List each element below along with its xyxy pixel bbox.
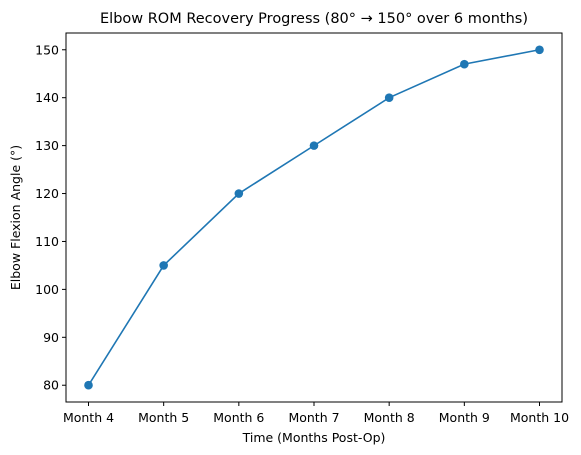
y-tick-label: 130 [35, 138, 59, 153]
x-tick-label: Month 9 [439, 410, 490, 425]
data-point [84, 380, 93, 390]
series-layer [84, 45, 544, 390]
y-tick-label: 140 [35, 90, 59, 105]
data-point [309, 141, 319, 150]
data-point [234, 189, 244, 198]
data-point [535, 45, 544, 55]
x-tick-label: Month 7 [288, 410, 339, 425]
x-tick-label: Month 6 [213, 410, 264, 425]
x-axis-label: Time (Months Post-Op) [242, 430, 386, 445]
y-axis-label: Elbow Flexion Angle (°) [8, 145, 23, 290]
y-tick-label: 120 [35, 186, 59, 201]
y-tick-label: 150 [35, 42, 59, 57]
y-tick-label: 110 [35, 234, 59, 249]
plot-frame [65, 32, 563, 403]
y-tick-label: 80 [43, 378, 59, 393]
chart-title: Elbow ROM Recovery Progress (80° → 150° … [100, 11, 528, 27]
series-line [87, 48, 540, 386]
x-tick-label: Month 10 [510, 410, 569, 425]
data-point [159, 261, 168, 270]
y-tick-label: 100 [35, 282, 59, 297]
x-tick-label: Month 4 [63, 410, 114, 425]
x-tick-label: Month 5 [138, 410, 189, 425]
y-tick-label: 90 [43, 330, 59, 345]
x-axis: Month 4 Month 5 Month 6 Month 7 Month 8 Month… [63, 402, 569, 425]
x-tick-label: Month 8 [364, 410, 415, 425]
data-point [384, 93, 394, 102]
y-axis: 80 90 100 110 120 130 140 150 [35, 42, 66, 393]
data-point [460, 59, 469, 69]
